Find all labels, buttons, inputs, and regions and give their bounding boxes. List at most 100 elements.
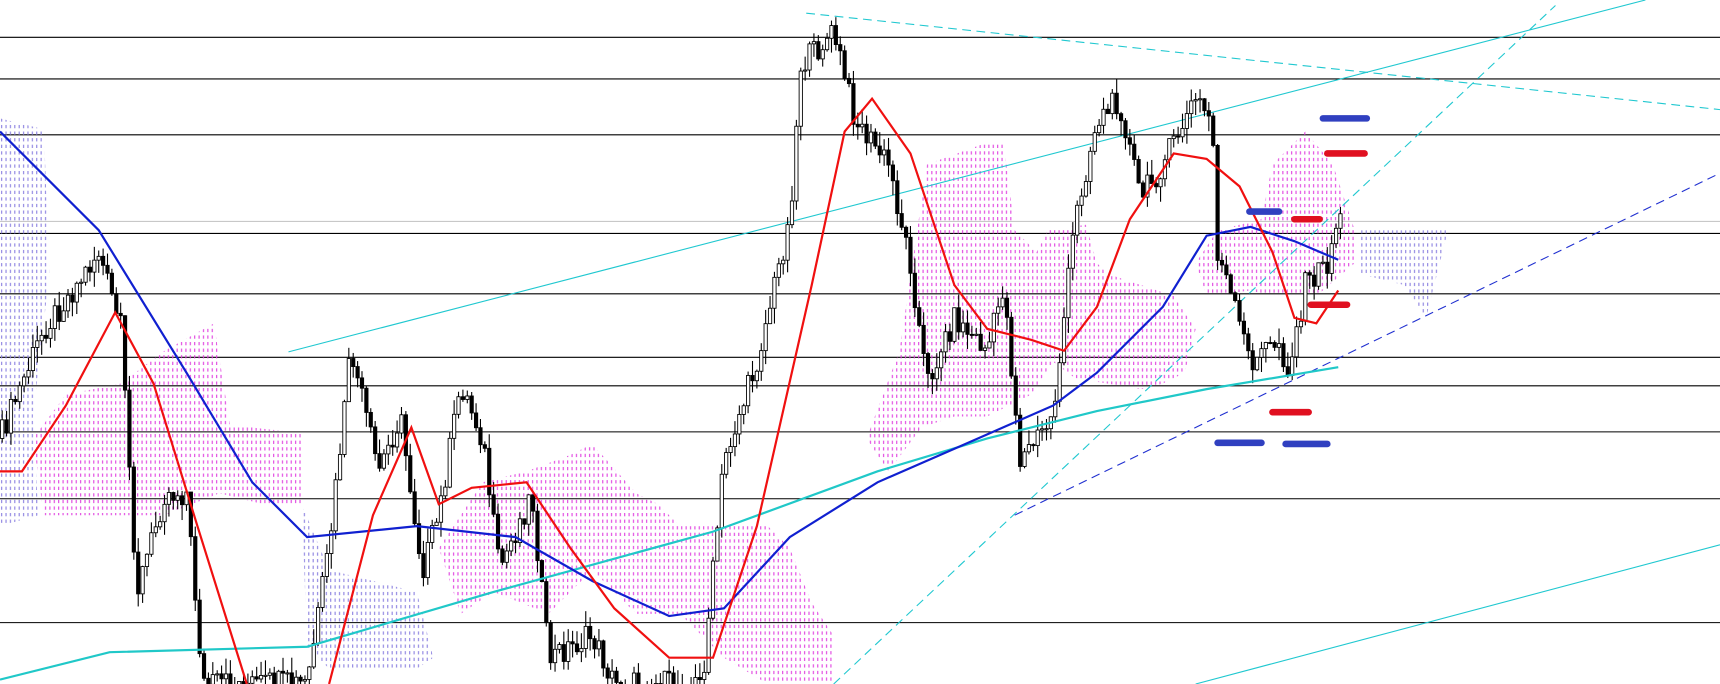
candle-body: [175, 495, 180, 501]
candle-body: [1114, 92, 1119, 115]
candle-body: [526, 494, 531, 525]
candle-body: [785, 224, 790, 261]
candle-body: [899, 213, 904, 228]
candle-body: [364, 387, 369, 413]
candle-body: [267, 672, 272, 676]
moving-averages: [0, 96, 1340, 684]
candle-body: [1022, 451, 1027, 467]
candle-body: [425, 541, 430, 579]
candle-body: [912, 272, 917, 309]
candle-body: [320, 576, 325, 608]
candle-body: [737, 414, 742, 435]
candle-body: [500, 548, 505, 563]
candle-body: [109, 272, 114, 295]
candle-body: [1259, 348, 1264, 358]
candle-body: [395, 432, 400, 448]
candle-body: [487, 447, 492, 496]
candle-body: [531, 494, 536, 512]
candle-body: [412, 491, 417, 525]
candle-body: [57, 305, 62, 322]
candle-body: [961, 322, 966, 333]
candle-body: [588, 625, 593, 640]
candle-body: [1241, 320, 1247, 335]
candle-body: [92, 259, 97, 273]
candle-body: [631, 672, 637, 684]
candle-body: [864, 123, 869, 144]
candle-body: [763, 323, 768, 352]
candle-body: [355, 366, 360, 379]
candle-body: [667, 670, 672, 674]
horizontal-levels: [0, 36, 1720, 624]
candle-body: [241, 681, 246, 684]
candle-body: [193, 536, 198, 601]
candle-body: [706, 617, 711, 673]
candle-body: [333, 479, 338, 532]
candle-body: [1040, 428, 1045, 431]
candle-body: [153, 526, 158, 534]
candle-body: [846, 77, 852, 85]
candle-body: [166, 492, 172, 505]
candle-body: [1118, 113, 1124, 122]
candle-body: [776, 263, 781, 278]
candle-body: [438, 495, 444, 523]
candle-body: [1123, 120, 1128, 139]
candle-body: [329, 530, 334, 554]
candle-body: [131, 466, 136, 553]
candle-body: [1202, 98, 1207, 112]
candle-body: [118, 312, 123, 317]
candle-body: [544, 581, 549, 624]
candle-body: [570, 641, 575, 645]
candle-body: [952, 307, 957, 342]
candle-body: [1285, 366, 1290, 376]
candle-body: [719, 473, 724, 529]
candle-body: [373, 426, 378, 455]
candle-body: [1180, 127, 1185, 138]
candle-body: [930, 373, 935, 380]
candle-body: [294, 676, 299, 684]
candle-body: [390, 444, 395, 448]
candle-body: [583, 625, 588, 649]
candle-body: [825, 37, 830, 51]
candle-body: [254, 676, 259, 680]
candle-body: [947, 331, 953, 342]
candle-body: [491, 494, 496, 515]
candle-body: [1105, 108, 1110, 115]
candle-body: [1263, 342, 1268, 350]
candle-body: [693, 677, 698, 684]
candle-body: [276, 670, 281, 684]
candle-body: [180, 495, 185, 506]
candle-body: [456, 396, 461, 415]
candle-body: [1307, 272, 1312, 276]
candle-body: [1004, 297, 1010, 318]
candle-body: [495, 513, 501, 550]
candle-body: [342, 401, 347, 455]
candle-body: [122, 315, 128, 391]
candle-body: [561, 644, 566, 662]
candle-body: [206, 677, 211, 684]
candle-body: [811, 41, 817, 45]
candle-body: [833, 25, 838, 46]
candle-body: [868, 131, 874, 144]
candle-body: [596, 640, 602, 650]
candle-body: [671, 672, 676, 684]
candle-body: [618, 681, 623, 684]
candle-body: [416, 523, 422, 555]
candle-body: [772, 276, 777, 309]
candle-body: [1338, 213, 1343, 229]
candle-body: [13, 398, 18, 403]
candle-body: [386, 444, 391, 455]
candle-body: [1070, 234, 1075, 269]
candle-body: [877, 145, 882, 156]
candle-body: [377, 453, 382, 469]
candle-body: [789, 200, 795, 226]
candle-body: [469, 395, 474, 414]
candle-body: [1088, 150, 1093, 182]
candle-body: [925, 353, 931, 374]
candle-body: [614, 670, 619, 683]
candle-body: [1154, 183, 1159, 188]
candle-body: [1013, 375, 1018, 416]
candle-body: [1211, 115, 1216, 146]
candle-body: [890, 164, 895, 182]
